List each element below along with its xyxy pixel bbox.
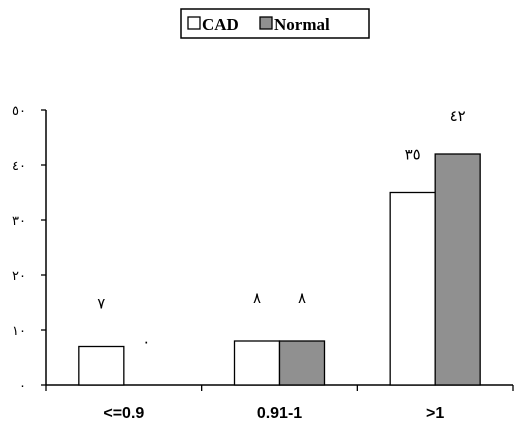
data-label-normal: ٠: [142, 333, 150, 351]
data-label-normal: ٤٢: [450, 107, 466, 125]
bar-normal-3: [434, 153, 481, 386]
x-category-label: >1: [426, 405, 444, 422]
data-label-cad: ٧: [97, 295, 105, 313]
y-tick-label: ٤٠: [12, 159, 26, 174]
data-label-cad: ٣٥: [405, 146, 421, 164]
chart-legend: CAD Normal: [180, 8, 370, 39]
plot-area: ٠ ١٠ ٢٠ ٣٠ ٤٠ ٥٠ <=0.9 0.91-1 >1 ٧ ٨ ٣٥ ٠ ٨ ٤٢: [12, 104, 514, 422]
y-tick-label: ١٠: [12, 324, 26, 339]
y-tick-label: ٠: [19, 379, 26, 394]
x-category-label: <=0.9: [103, 405, 144, 422]
y-tick-label: ٢٠: [12, 269, 26, 284]
bar-cad-2: [233, 340, 281, 386]
data-label-cad: ٨: [253, 289, 261, 307]
y-tick-label: ٣٠: [12, 214, 26, 229]
y-tick-label: ٥٠: [12, 104, 26, 119]
x-category-label: 0.91-1: [257, 405, 302, 422]
bar-cad-3: [389, 191, 436, 386]
legend-swatch-cad: [187, 16, 201, 30]
legend-swatch-normal: [259, 16, 273, 30]
bar-normal-2: [278, 340, 326, 386]
legend-label-cad: CAD: [202, 15, 239, 34]
legend-label-normal: Normal: [274, 15, 330, 34]
bar-cad-1: [78, 345, 125, 386]
data-label-normal: ٨: [298, 289, 306, 307]
legend-frame: [180, 8, 370, 39]
